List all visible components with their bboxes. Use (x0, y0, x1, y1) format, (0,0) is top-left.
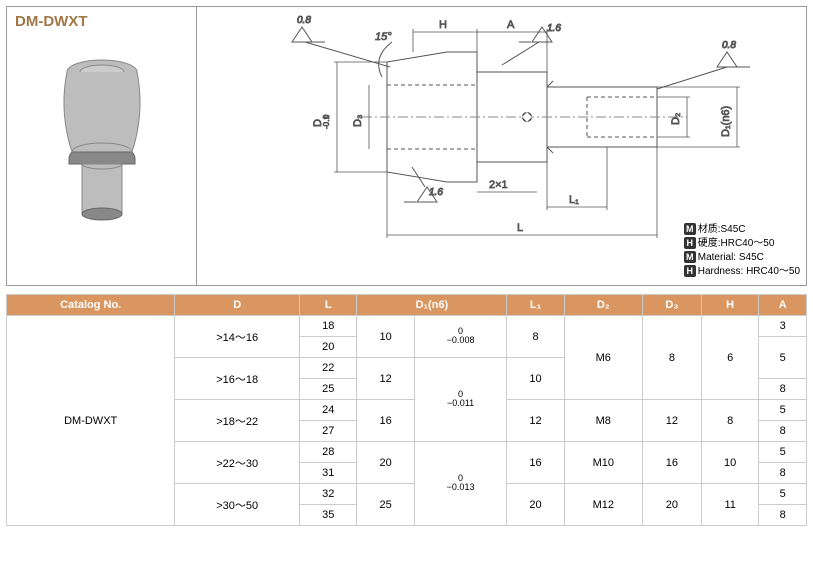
cell-A: 5 (759, 400, 807, 421)
cell-catalog: DM-DWXT (7, 316, 175, 526)
th-H: H (701, 295, 758, 316)
cell-A: 5 (759, 442, 807, 463)
m-box-icon: M (684, 223, 696, 235)
cell-D3: 12 (642, 400, 701, 442)
table-header-row: Catalog No. D L D₁(n6) L₁ D₂ D₃ H A (7, 295, 807, 316)
technical-drawing: 0.8 1.6 0.8 1.6 H (197, 7, 806, 285)
th-D3: D₃ (642, 295, 701, 316)
th-D1: D₁(n6) (357, 295, 507, 316)
h-box-icon: H (684, 265, 696, 277)
cell-D1tol: 0−0.013 (414, 442, 507, 526)
sf-right: 0.8 (722, 40, 736, 51)
material-zh: 材质:S45C (698, 224, 746, 235)
cell-L1: 16 (507, 442, 564, 484)
cell-D3: 20 (642, 484, 701, 526)
svg-text:-0.1: -0.1 (322, 115, 331, 129)
cell-A: 5 (759, 337, 807, 379)
cell-L: 31 (300, 463, 357, 484)
cell-D: >22～30 (175, 442, 300, 484)
cell-A: 8 (759, 379, 807, 400)
cell-A: 8 (759, 505, 807, 526)
sf-top2: 1.6 (547, 23, 561, 34)
cell-D1: 20 (357, 442, 414, 484)
cell-D2: M8 (564, 400, 642, 442)
cell-L1: 8 (507, 316, 564, 358)
cell-L1: 12 (507, 400, 564, 442)
dim-L1: L₁ (569, 194, 579, 206)
cell-L1: 10 (507, 358, 564, 400)
cell-D2: M12 (564, 484, 642, 526)
spec-table: Catalog No. D L D₁(n6) L₁ D₂ D₃ H A DM-D… (6, 294, 807, 526)
th-L: L (300, 295, 357, 316)
material-en: Material: S45C (698, 252, 764, 263)
th-D: D (175, 295, 300, 316)
cell-L: 20 (300, 337, 357, 358)
hardness-zh: 硬度:HRC40～50 (698, 238, 775, 249)
cell-L: 28 (300, 442, 357, 463)
cell-D1tol: 0−0.008 (414, 316, 507, 358)
cell-D3: 16 (642, 442, 701, 484)
cell-L1: 20 (507, 484, 564, 526)
cell-D1: 25 (357, 484, 414, 526)
dim-H: H (439, 19, 447, 31)
cell-H: 8 (701, 400, 758, 442)
th-catalog: Catalog No. (7, 295, 175, 316)
dim-D3: D₃ (352, 115, 364, 127)
cell-L: 35 (300, 505, 357, 526)
cell-L: 24 (300, 400, 357, 421)
cell-H: 10 (701, 442, 758, 484)
cell-D2: M6 (564, 316, 642, 400)
material-legend: M材质:S45C H硬度:HRC40～50 MMaterial: S45C HH… (684, 223, 800, 279)
dim-D2: D₂ (670, 113, 682, 125)
sf-bottom: 1.6 (429, 187, 443, 198)
cell-A: 3 (759, 316, 807, 337)
cell-D: >16～18 (175, 358, 300, 400)
m-box-icon: M (684, 251, 696, 263)
cell-A: 8 (759, 463, 807, 484)
cell-D: >14～16 (175, 316, 300, 358)
cell-D1: 16 (357, 400, 414, 442)
cell-D3: 8 (642, 316, 701, 400)
cell-D1tol: 0−0.011 (414, 358, 507, 442)
cell-D1: 10 (357, 316, 414, 358)
cell-D: >30～50 (175, 484, 300, 526)
cell-L: 27 (300, 421, 357, 442)
cell-L: 25 (300, 379, 357, 400)
dim-L: L (517, 222, 523, 234)
product-title: DM-DWXT (15, 13, 87, 30)
dim-D1: D₁(n6) (720, 106, 732, 137)
cell-L: 22 (300, 358, 357, 379)
cell-A: 5 (759, 484, 807, 505)
dim-A: A (507, 19, 515, 31)
th-D2: D₂ (564, 295, 642, 316)
cell-D2: M10 (564, 442, 642, 484)
cell-L: 32 (300, 484, 357, 505)
th-A: A (759, 295, 807, 316)
dim-chamfer: 2×1 (489, 179, 508, 191)
sf-top-left: 0.8 (297, 15, 311, 26)
th-L1: L₁ (507, 295, 564, 316)
diagram-panel: DM-DWXT (6, 6, 807, 286)
cell-A: 8 (759, 421, 807, 442)
cell-H: 11 (701, 484, 758, 526)
cell-D1: 12 (357, 358, 414, 400)
isometric-illustration (47, 52, 157, 232)
dim-angle: 15° (375, 31, 392, 43)
cell-H: 6 (701, 316, 758, 400)
cell-L: 18 (300, 316, 357, 337)
table-row: DM-DWXT >14～16 18 10 0−0.008 8 M6 8 6 3 (7, 316, 807, 337)
h-box-icon: H (684, 237, 696, 249)
cell-D: >18～22 (175, 400, 300, 442)
hardness-en: Hardness: HRC40～50 (698, 266, 800, 277)
illustration-pane: DM-DWXT (7, 7, 197, 285)
